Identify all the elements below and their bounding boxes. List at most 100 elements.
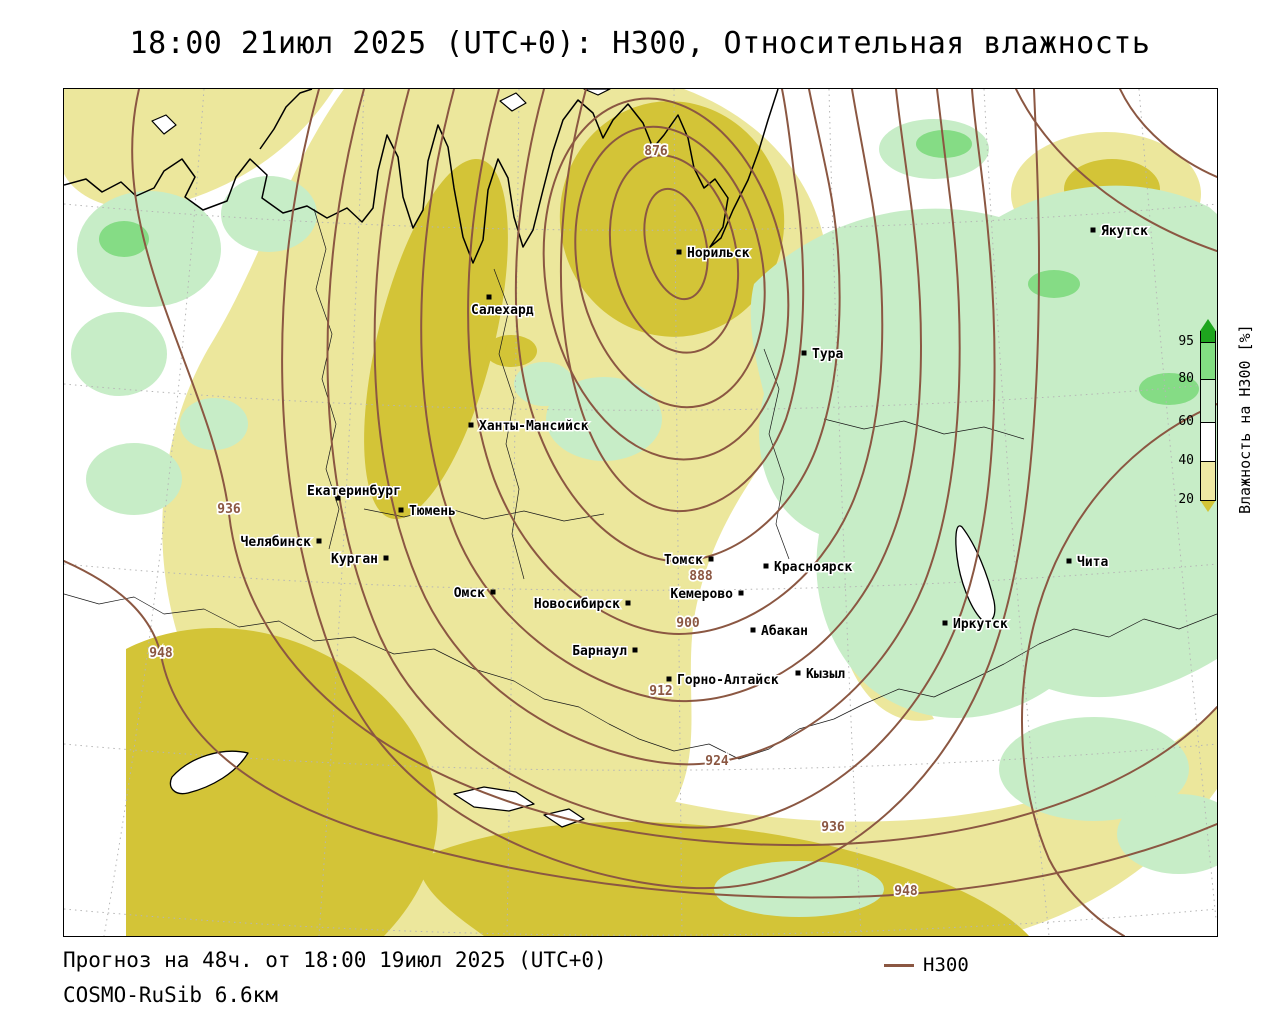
colorbar-tick (1200, 422, 1216, 423)
city-marker (708, 556, 714, 562)
city-marker (942, 620, 948, 626)
island (499, 92, 527, 112)
city: Кемерово (669, 586, 744, 604)
city-label: Абакан (761, 624, 808, 639)
colorbar-segment (1200, 461, 1216, 500)
city: Кызыл (795, 666, 847, 684)
colorbar-tick-label: 20 (1178, 492, 1194, 507)
city: Норильск (676, 245, 751, 263)
contour-value-label: 924 (705, 754, 729, 769)
city-marker (335, 495, 341, 501)
city-label: Челябинск (241, 535, 312, 550)
colorbar-segment (1200, 331, 1216, 342)
colorbar-title: Влажность на H300 [%] (1236, 324, 1254, 514)
city: Томск (662, 552, 714, 570)
lake-baikal (955, 525, 996, 623)
city-marker (468, 422, 474, 428)
city-marker (666, 676, 672, 682)
island (151, 114, 177, 135)
city-marker (676, 249, 682, 255)
city-label: Новосибирск (534, 597, 620, 612)
contour-value-label: 912 (649, 684, 672, 699)
city-label: Тюмень (409, 504, 456, 519)
city-label: Красноярск (774, 560, 852, 575)
colorbar-segment (1200, 379, 1216, 422)
city-marker (801, 350, 807, 356)
contour-value-label: 948 (149, 646, 173, 661)
h300-line-sample (884, 963, 914, 967)
island (583, 89, 611, 96)
city-marker (750, 627, 756, 633)
contour-value-label: 900 (676, 616, 700, 631)
cities-layer: Норильск Якутск Салехард Тура Ханты-Мансийск… (239, 223, 1150, 690)
contour-value-label: 936 (821, 820, 845, 835)
city-label: Томск (664, 553, 703, 568)
city-label: Омск (454, 586, 485, 601)
contour-legend: H300 (884, 954, 969, 976)
colorbar-tick (1200, 342, 1216, 343)
city-label: Норильск (687, 246, 750, 261)
city-label: Кызыл (806, 667, 845, 682)
city-marker (398, 507, 404, 513)
contour-value-label: 948 (894, 884, 918, 899)
city: Курган (330, 551, 389, 569)
forecast-map: 876 888 900 912 924 936 948 936 948 Норильск Якут… (63, 88, 1218, 937)
city-marker (632, 647, 638, 653)
contour-value-label: 936 (217, 502, 241, 517)
city: Иркутск (942, 616, 1009, 634)
forecast-info-line: Прогноз на 48ч. от 18:00 19июл 2025 (UTC… (63, 948, 607, 972)
city-label: Курган (331, 552, 378, 567)
colorbar-tick-label: 95 (1178, 334, 1194, 349)
colorbar-segment (1200, 422, 1216, 461)
lake (453, 786, 535, 812)
city: Челябинск (239, 534, 322, 552)
city-marker (795, 670, 801, 676)
graticule-layer (64, 89, 1217, 936)
contour-labels-layer: 876 888 900 912 924 936 948 936 948 (148, 142, 920, 901)
city: Ханты-Мансийск (468, 418, 590, 436)
city-label: Екатеринбург (307, 484, 401, 499)
city: Тюмень (398, 503, 457, 521)
colorbar-tick (1200, 500, 1216, 501)
city: Салехард (470, 294, 535, 320)
colorbar-tick-label: 80 (1178, 371, 1194, 386)
city-marker (625, 600, 631, 606)
colorbar-tick-label: 40 (1178, 453, 1194, 468)
city-label: Салехард (471, 303, 534, 318)
colorbar-ticks: 95 80 60 40 20 (1178, 319, 1216, 513)
city-label: Якутск (1101, 224, 1148, 239)
city-marker (316, 538, 322, 544)
city-marker (1090, 227, 1096, 233)
city-label: Горно-Алтайск (677, 673, 779, 688)
city: Новосибирск (532, 596, 631, 614)
city-marker (490, 589, 496, 595)
island (259, 89, 313, 150)
city: Горно-Алтайск (666, 672, 780, 690)
map-canvas: 876 888 900 912 924 936 948 936 948 Норильск Якут… (64, 89, 1217, 936)
city: Чита (1066, 554, 1110, 572)
city-marker (383, 555, 389, 561)
contour-value-label: 876 (644, 144, 668, 159)
city-label: Ханты-Мансийск (479, 419, 589, 434)
city-marker (486, 294, 492, 300)
city: Якутск (1090, 223, 1150, 241)
city-marker (763, 563, 769, 569)
city-label: Чита (1077, 555, 1108, 570)
city: Тура (801, 346, 845, 364)
contour-value-label: 888 (689, 569, 713, 584)
city-label: Иркутск (953, 617, 1008, 632)
model-info-line: COSMO-RuSib 6.6км (63, 983, 278, 1007)
h300-contours-layer (64, 89, 1217, 936)
humidity-colorbar: 95 80 60 40 20 (1178, 319, 1216, 513)
city: Екатеринбург (306, 483, 402, 501)
colorbar-tick (1200, 461, 1216, 462)
page-title: 18:00 21июл 2025 (UTC+0): H300, Относите… (129, 26, 1151, 61)
colorbar-tick (1200, 379, 1216, 380)
city: Абакан (750, 623, 809, 641)
h300-legend-label: H300 (923, 954, 969, 976)
city: Омск (452, 585, 496, 603)
city-marker (1066, 558, 1072, 564)
colorbar-scale (1200, 319, 1216, 512)
city: Барнаул (571, 643, 638, 661)
city-label: Кемерово (670, 587, 733, 602)
